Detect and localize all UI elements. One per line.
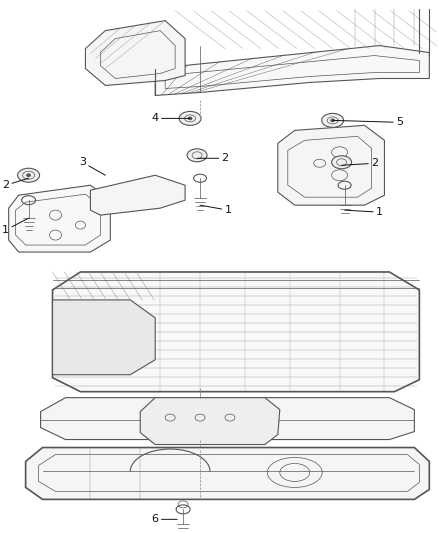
Ellipse shape [187, 149, 207, 162]
Text: 4: 4 [152, 114, 190, 123]
Polygon shape [53, 300, 155, 375]
Ellipse shape [332, 156, 352, 169]
Polygon shape [41, 398, 414, 440]
Ellipse shape [331, 119, 335, 122]
Text: 1: 1 [2, 218, 28, 235]
Ellipse shape [18, 168, 39, 182]
Text: 1: 1 [200, 205, 231, 215]
Polygon shape [25, 448, 429, 499]
Polygon shape [85, 21, 185, 85]
Text: 3: 3 [79, 157, 106, 175]
Text: 2: 2 [342, 158, 378, 168]
Text: 2: 2 [2, 178, 28, 190]
Text: 6: 6 [152, 514, 177, 524]
Polygon shape [155, 46, 429, 95]
Text: 5: 5 [332, 117, 403, 127]
Polygon shape [140, 398, 280, 445]
Polygon shape [53, 272, 419, 392]
Polygon shape [9, 185, 110, 252]
Polygon shape [278, 125, 385, 205]
Text: 2: 2 [197, 154, 229, 163]
Text: 1: 1 [345, 207, 383, 217]
Ellipse shape [188, 117, 192, 120]
Ellipse shape [321, 114, 343, 127]
Polygon shape [90, 175, 185, 215]
Ellipse shape [179, 111, 201, 125]
Ellipse shape [27, 174, 31, 177]
